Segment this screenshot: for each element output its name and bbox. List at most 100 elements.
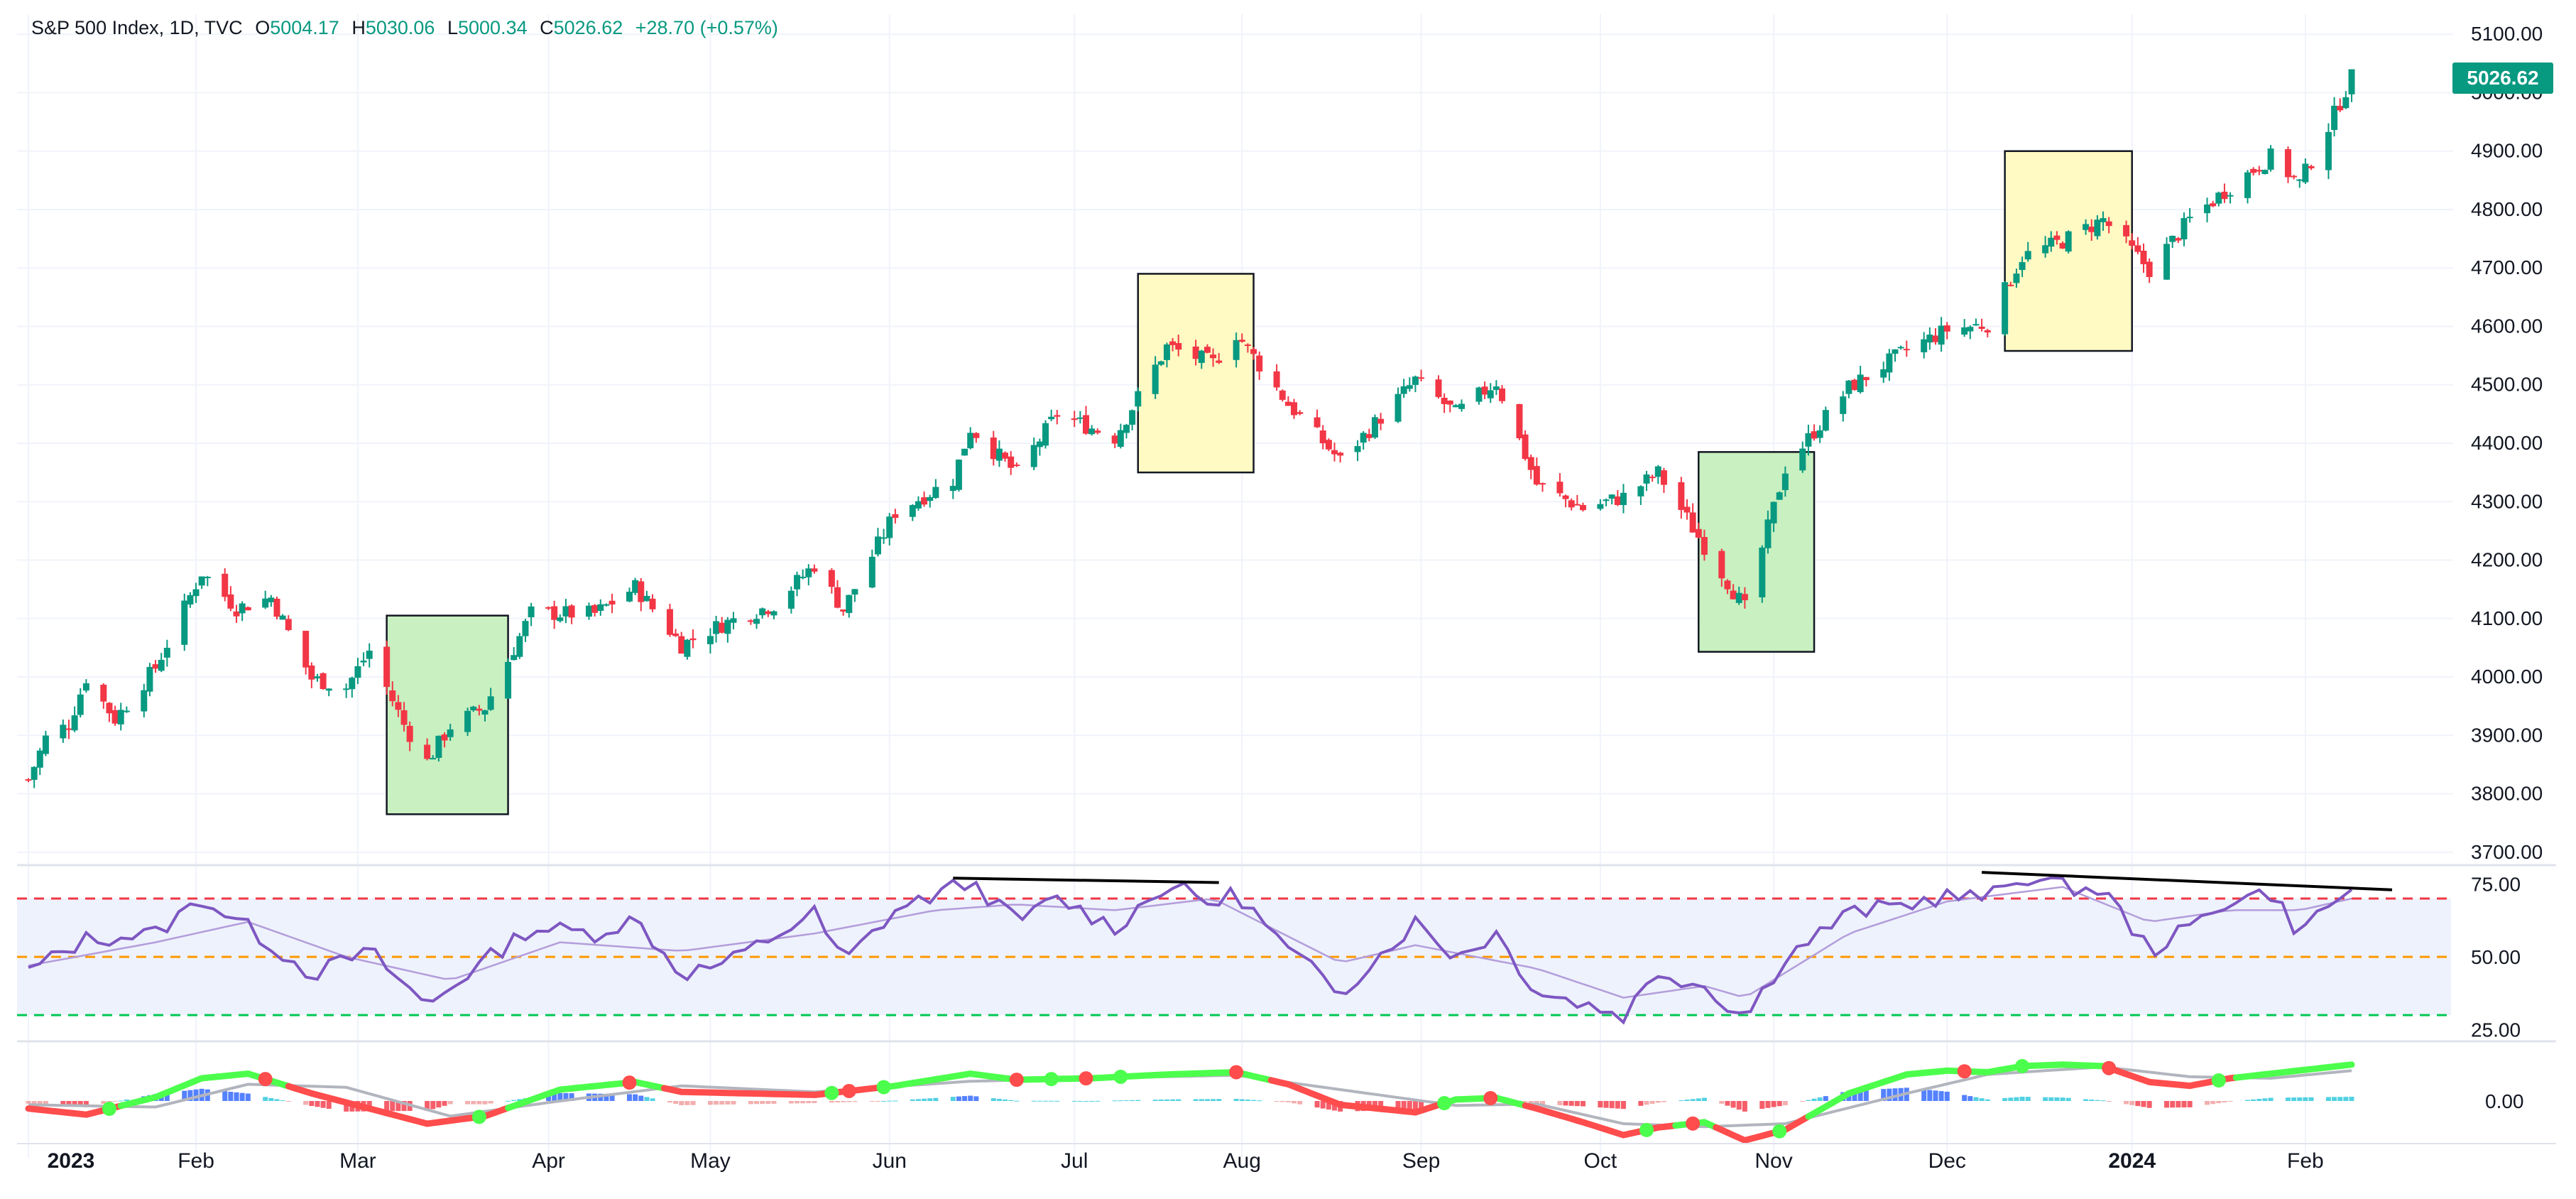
- date-tick-label: Dec: [1928, 1149, 1966, 1173]
- macd-histogram-bar: [1216, 1099, 1222, 1101]
- macd-histogram-bar: [760, 1101, 765, 1105]
- macd-histogram-bar: [1199, 1099, 1204, 1101]
- macd-cross-marker: [1113, 1069, 1128, 1084]
- macd-histogram-bar: [835, 1101, 841, 1102]
- macd-histogram-bar: [1135, 1100, 1141, 1101]
- macd-histogram-bar: [60, 1101, 66, 1106]
- candle-down: [2088, 227, 2095, 232]
- candle-up: [2342, 97, 2349, 109]
- macd-histogram-bar: [1938, 1091, 1944, 1101]
- macd-histogram-bar: [26, 1101, 31, 1104]
- macd-histogram-bar: [609, 1094, 615, 1101]
- macd-histogram-bar: [1892, 1088, 1898, 1101]
- macd-histogram-bar: [447, 1101, 453, 1105]
- macd-histogram-bar: [563, 1092, 569, 1101]
- candle-down: [2053, 235, 2061, 240]
- candle-down: [990, 437, 997, 460]
- candle-up: [71, 715, 78, 731]
- candle-up: [1608, 494, 1615, 499]
- candle-up: [1776, 492, 1783, 500]
- macd-histogram-bar: [1412, 1101, 1418, 1110]
- macd-histogram-bar: [1539, 1101, 1545, 1105]
- candle-up: [117, 710, 124, 725]
- candle-up: [181, 600, 188, 645]
- candle-up: [713, 621, 720, 634]
- candle-up: [915, 501, 922, 509]
- candle-down: [1002, 452, 1009, 459]
- candle-down: [1533, 466, 1540, 485]
- candle-up: [505, 661, 512, 699]
- candle-down: [1741, 594, 1748, 600]
- macd-line-bearish: [1713, 1113, 1812, 1144]
- macd-histogram-bar: [384, 1101, 390, 1112]
- candle-up: [1886, 353, 1893, 373]
- candle-up: [1735, 592, 1742, 603]
- candle-up: [192, 589, 200, 597]
- macd-histogram-bar: [1968, 1096, 1973, 1101]
- macd-histogram-bar: [1817, 1097, 1823, 1101]
- macd-histogram-bar: [875, 1101, 880, 1102]
- candle-down: [1851, 379, 1858, 391]
- candle-up: [366, 651, 373, 659]
- macd-cross-marker: [1957, 1064, 1972, 1079]
- candle-up: [2019, 261, 2026, 271]
- candle-up: [435, 735, 442, 758]
- candle-up: [846, 595, 853, 614]
- candle-up: [1198, 350, 1205, 363]
- macd-histogram-bar: [1800, 1101, 1806, 1102]
- candlestick-series[interactable]: [25, 69, 2355, 788]
- candle-up: [2331, 105, 2338, 130]
- macd-histogram-bar: [1193, 1099, 1199, 1101]
- candle-down: [476, 708, 483, 711]
- macd-histogram-bar: [401, 1101, 407, 1112]
- candle-up: [1926, 335, 1933, 343]
- macd-histogram-bar: [1806, 1100, 1811, 1101]
- candle-up: [851, 589, 858, 595]
- candle-down: [1111, 435, 1118, 444]
- change-value: +28.70 (+0.57%): [635, 17, 778, 38]
- macd-histogram-bar: [893, 1100, 898, 1102]
- macd-histogram-bar: [1528, 1101, 1534, 1103]
- candle-down: [1568, 500, 1575, 508]
- macd-histogram-bar: [1401, 1101, 1407, 1110]
- macd-histogram-bar: [1649, 1101, 1655, 1104]
- macd-histogram-bar: [1771, 1101, 1777, 1107]
- macd-histogram-bar: [1014, 1100, 1020, 1102]
- candle-up: [464, 710, 471, 732]
- candle-down: [1943, 325, 1950, 332]
- candle-down: [2146, 261, 2153, 277]
- candle-up: [1371, 417, 1378, 438]
- macd-histogram-bar: [1395, 1101, 1401, 1110]
- price-tick-label: 4600.00: [2471, 315, 2543, 337]
- macd-cross-marker: [1772, 1124, 1787, 1139]
- candle-up: [909, 505, 916, 517]
- macd-histogram-bar: [650, 1098, 655, 1101]
- macd-histogram-bar: [1037, 1100, 1042, 1102]
- macd-histogram-bar: [626, 1094, 632, 1101]
- candle-up: [349, 678, 356, 690]
- macd-cross-marker: [824, 1085, 839, 1100]
- candle-up: [1412, 376, 1419, 385]
- candle-down: [765, 611, 772, 614]
- candle-down: [2059, 243, 2066, 249]
- price-tick-label: 4000.00: [2471, 666, 2543, 688]
- macd-histogram-bar: [2297, 1097, 2303, 1101]
- candle-up: [82, 683, 89, 691]
- candle-up: [1152, 364, 1159, 394]
- macd-histogram-bar: [239, 1092, 245, 1101]
- candle-down: [672, 633, 680, 636]
- candle-down: [1683, 506, 1691, 513]
- candle-up: [961, 448, 968, 456]
- candle-up: [516, 636, 523, 657]
- macd-histogram-bar: [968, 1095, 973, 1101]
- macd-cross-marker: [1229, 1065, 1244, 1080]
- candle-up: [481, 710, 489, 715]
- candle-down: [395, 702, 402, 710]
- candle-down: [1539, 483, 1546, 485]
- macd-histogram-bar: [2210, 1101, 2216, 1105]
- green-highlight-box: [1698, 451, 1816, 653]
- macd-pane: [25, 1058, 2355, 1144]
- macd-histogram-bar: [511, 1100, 517, 1101]
- candle-down: [2007, 284, 2014, 286]
- candle-down: [1903, 349, 1910, 351]
